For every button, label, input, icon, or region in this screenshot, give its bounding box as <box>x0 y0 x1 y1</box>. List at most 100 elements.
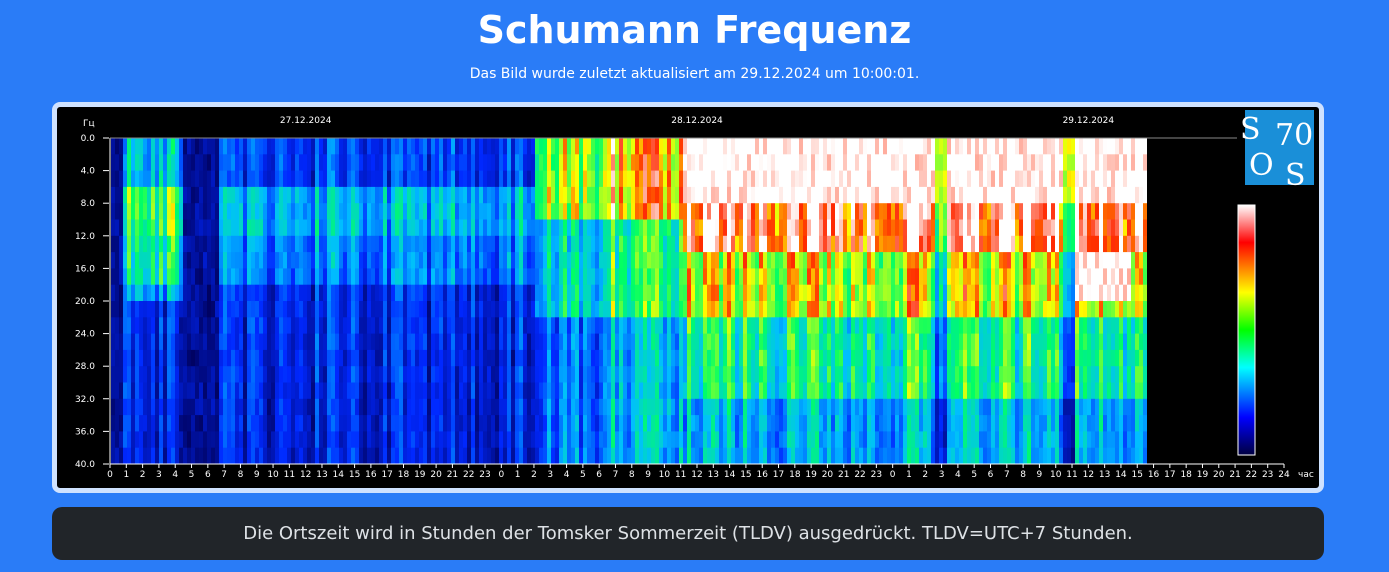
spectrogram-pixel <box>147 333 151 351</box>
spectrogram-pixel <box>135 203 139 220</box>
spectrogram-pixel <box>939 382 943 400</box>
spectrogram-pixel <box>799 317 803 335</box>
spectrogram-pixel <box>771 203 775 220</box>
spectrogram-pixel <box>463 203 467 220</box>
spectrogram-pixel <box>131 235 135 253</box>
spectrogram-pixel <box>227 252 231 269</box>
spectrogram-pixel <box>195 398 199 416</box>
spectrogram-pixel <box>115 447 119 465</box>
spectrogram-pixel <box>535 317 539 335</box>
spectrogram-pixel <box>783 431 787 449</box>
spectrogram-pixel <box>799 382 803 400</box>
spectrogram-pixel <box>491 268 495 286</box>
spectrogram-pixel <box>603 235 607 253</box>
spectrogram-pixel <box>971 333 975 351</box>
spectrogram-pixel <box>687 349 691 367</box>
spectrogram-pixel <box>223 447 227 465</box>
spectrogram-pixel <box>143 382 147 400</box>
spectrogram-pixel <box>551 382 555 400</box>
spectrogram-pixel <box>499 235 503 253</box>
spectrogram-pixel <box>331 333 335 351</box>
spectrogram-pixel <box>195 317 199 335</box>
spectrogram-pixel <box>1083 301 1087 318</box>
spectrogram-pixel <box>1079 382 1083 400</box>
spectrogram-pixel <box>539 138 543 155</box>
spectrogram-pixel <box>831 415 835 432</box>
spectrogram-pixel <box>391 138 395 155</box>
spectrogram-pixel <box>359 333 363 351</box>
spectrogram-pixel <box>319 138 323 155</box>
spectrogram-pixel <box>847 154 851 172</box>
spectrogram-pixel <box>539 203 543 220</box>
spectrogram-pixel <box>395 252 399 269</box>
spectrogram-pixel <box>531 333 535 351</box>
spectrogram-pixel <box>451 170 455 188</box>
spectrogram-pixel <box>983 447 987 465</box>
spectrogram-pixel <box>491 186 495 204</box>
spectrogram-pixel <box>715 154 719 172</box>
spectrogram-pixel <box>123 284 127 302</box>
spectrogram-pixel <box>1079 317 1083 335</box>
spectrogram-pixel <box>1007 268 1011 286</box>
spectrogram-pixel <box>1031 170 1035 188</box>
spectrogram-pixel <box>207 349 211 367</box>
spectrogram-pixel <box>775 186 779 204</box>
spectrogram-pixel <box>387 301 391 318</box>
spectrogram-pixel <box>211 333 215 351</box>
spectrogram-pixel <box>819 219 823 237</box>
spectrogram-pixel <box>1059 170 1063 188</box>
spectrogram-pixel <box>671 284 675 302</box>
spectrogram-pixel <box>139 138 143 155</box>
spectrogram-pixel <box>527 447 531 465</box>
spectrogram-pixel <box>591 398 595 416</box>
spectrogram-pixel <box>123 382 127 400</box>
spectrogram-pixel <box>535 252 539 269</box>
spectrogram-pixel <box>691 447 695 465</box>
spectrogram-pixel <box>1071 317 1075 335</box>
spectrogram-pixel <box>383 138 387 155</box>
spectrogram-pixel <box>299 219 303 237</box>
spectrogram-pixel <box>955 252 959 269</box>
spectrogram-pixel <box>1011 398 1015 416</box>
spectrogram-pixel <box>1063 366 1067 383</box>
spectrogram-pixel <box>127 447 131 465</box>
spectrogram-pixel <box>1083 138 1087 155</box>
spectrogram-pixel <box>651 138 655 155</box>
spectrogram-pixel <box>247 235 251 253</box>
spectrogram-pixel <box>939 235 943 253</box>
spectrogram-pixel <box>1095 398 1099 416</box>
spectrogram-pixel <box>651 301 655 318</box>
spectrogram-pixel <box>147 317 151 335</box>
spectrogram-pixel <box>947 186 951 204</box>
spectrogram-pixel <box>339 398 343 416</box>
spectrogram-pixel <box>923 170 927 188</box>
spectrogram-pixel <box>547 366 551 383</box>
spectrogram-pixel <box>835 301 839 318</box>
spectrogram-pixel <box>771 138 775 155</box>
spectrogram-pixel <box>843 170 847 188</box>
spectrogram-pixel <box>211 415 215 432</box>
spectrogram-pixel <box>771 235 775 253</box>
spectrogram-pixel <box>239 366 243 383</box>
spectrogram-pixel <box>827 138 831 155</box>
spectrogram-pixel <box>631 186 635 204</box>
spectrogram-pixel <box>139 333 143 351</box>
spectrogram-pixel <box>727 333 731 351</box>
spectrogram-pixel <box>187 284 191 302</box>
spectrogram-pixel <box>611 235 615 253</box>
spectrogram-pixel <box>471 170 475 188</box>
spectrogram-pixel <box>907 203 911 220</box>
spectrogram-pixel <box>203 154 207 172</box>
spectrogram-pixel <box>643 301 647 318</box>
spectrogram-pixel <box>751 382 755 400</box>
spectrogram-pixel <box>807 349 811 367</box>
spectrogram-pixel <box>923 268 927 286</box>
spectrogram-pixel <box>891 186 895 204</box>
spectrogram-pixel <box>1051 447 1055 465</box>
spectrogram-pixel <box>443 431 447 449</box>
spectrogram-pixel <box>127 431 131 449</box>
spectrogram-pixel <box>191 268 195 286</box>
spectrogram-pixel <box>975 447 979 465</box>
spectrogram-pixel <box>375 138 379 155</box>
spectrogram-pixel <box>283 366 287 383</box>
